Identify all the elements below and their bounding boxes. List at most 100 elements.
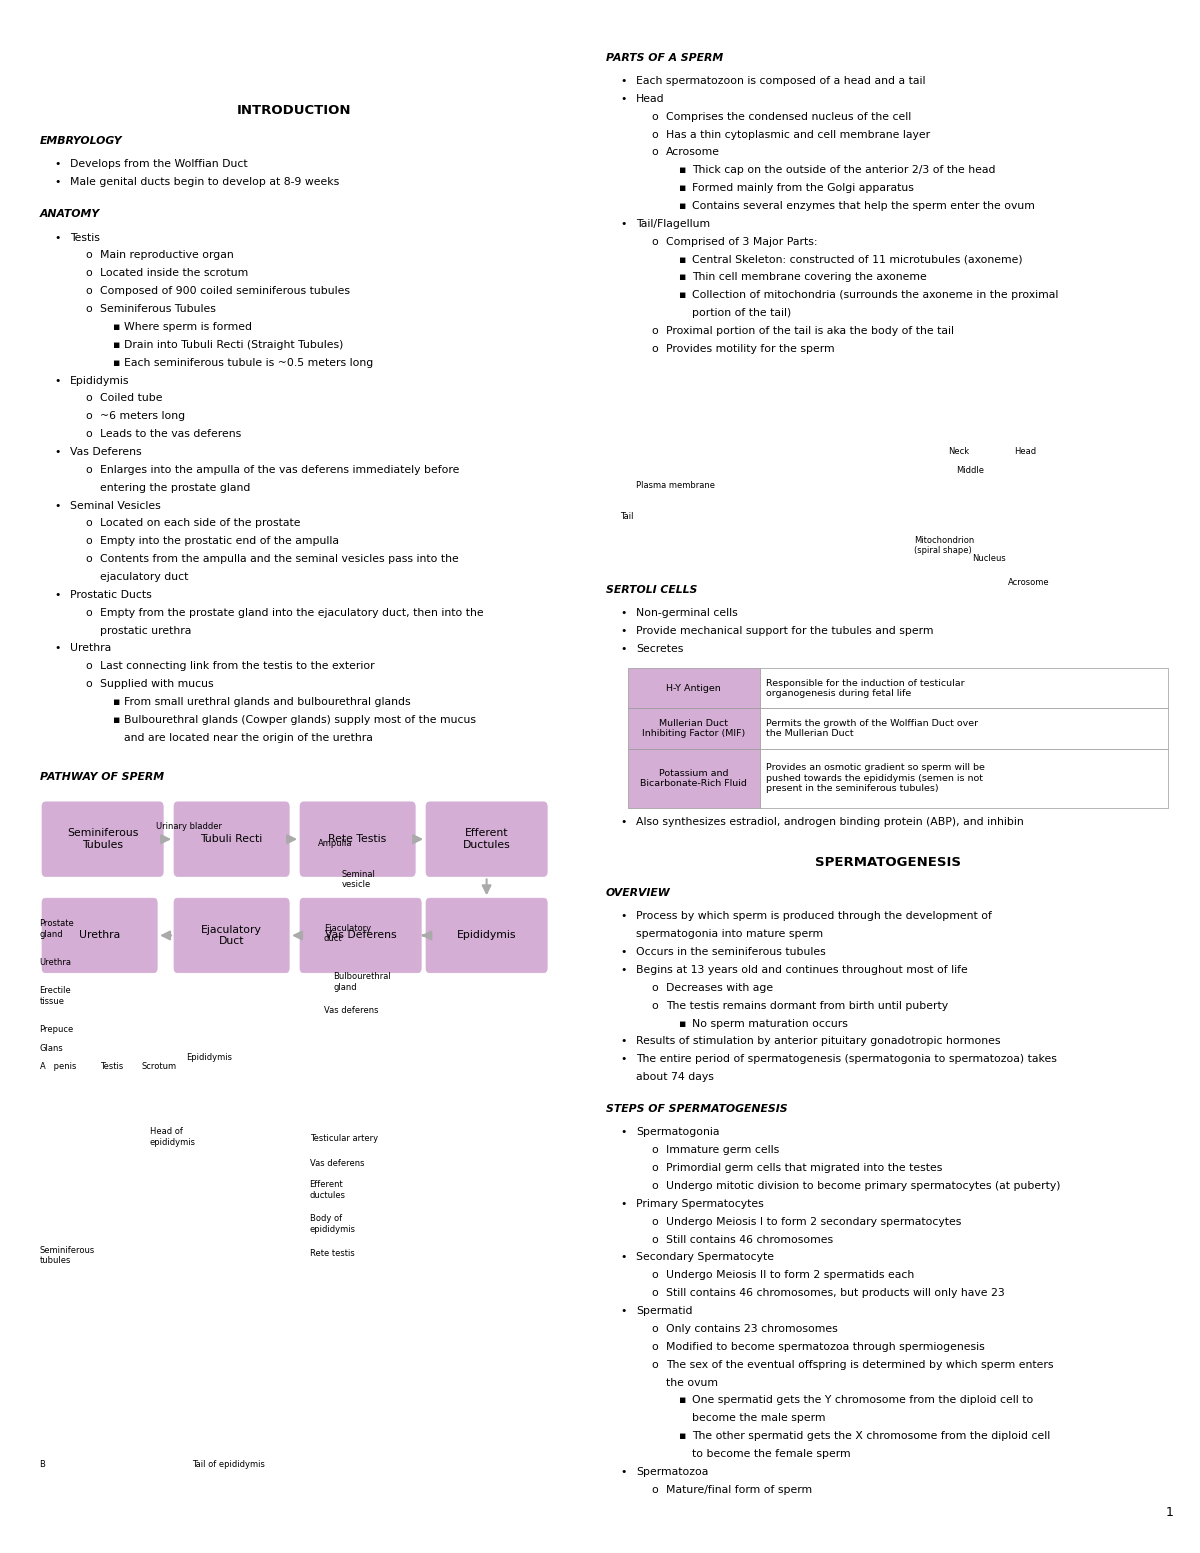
Text: •: • (620, 1199, 626, 1208)
Text: Seminiferous
Tubules: Seminiferous Tubules (67, 828, 138, 849)
Text: ▪: ▪ (678, 1019, 685, 1028)
Text: Still contains 46 chromosomes, but products will only have 23: Still contains 46 chromosomes, but produ… (666, 1287, 1004, 1298)
Text: o: o (85, 554, 92, 564)
Text: ▪: ▪ (678, 200, 685, 211)
Text: o: o (85, 412, 92, 421)
Text: Rete Testis: Rete Testis (329, 834, 386, 845)
Text: Head of
epididymis: Head of epididymis (150, 1127, 196, 1146)
Text: •: • (620, 219, 626, 228)
Text: Head: Head (1014, 447, 1036, 457)
Text: Mature/final form of sperm: Mature/final form of sperm (666, 1485, 812, 1494)
Text: Contains several enzymes that help the sperm enter the ovum: Contains several enzymes that help the s… (692, 200, 1036, 211)
Text: Undergo mitotic division to become primary spermatocytes (at puberty): Undergo mitotic division to become prima… (666, 1180, 1061, 1191)
Text: ~6 meters long: ~6 meters long (100, 412, 185, 421)
Text: A   penis: A penis (40, 1062, 76, 1072)
Text: ▪: ▪ (112, 340, 119, 349)
Text: The entire period of spermatogenesis (spermatogonia to spermatozoa) takes: The entire period of spermatogenesis (sp… (636, 1054, 1057, 1064)
FancyBboxPatch shape (42, 801, 163, 876)
Text: Undergo Meiosis II to form 2 spermatids each: Undergo Meiosis II to form 2 spermatids … (666, 1270, 914, 1280)
Text: Neck: Neck (948, 447, 970, 457)
Text: •: • (620, 964, 626, 975)
Text: Mullerian Duct
Inhibiting Factor (MIF): Mullerian Duct Inhibiting Factor (MIF) (642, 719, 745, 738)
Text: o: o (652, 1163, 659, 1173)
Text: Vas Deferens: Vas Deferens (70, 447, 142, 457)
Text: •: • (54, 160, 60, 169)
Text: Acrosome: Acrosome (666, 148, 720, 157)
Text: Potassium and
Bicarbonate-Rich Fluid: Potassium and Bicarbonate-Rich Fluid (640, 769, 748, 787)
Text: Urethra: Urethra (79, 930, 120, 941)
Text: Vas deferens: Vas deferens (310, 1159, 364, 1168)
Text: ▪: ▪ (678, 1430, 685, 1441)
Text: o: o (85, 464, 92, 475)
Text: Supplied with mucus: Supplied with mucus (100, 679, 214, 690)
FancyBboxPatch shape (300, 801, 415, 876)
Text: Glans: Glans (40, 1044, 64, 1053)
FancyBboxPatch shape (300, 898, 421, 972)
Text: Undergo Meiosis I to form 2 secondary spermatocytes: Undergo Meiosis I to form 2 secondary sp… (666, 1216, 961, 1227)
Text: o: o (652, 129, 659, 140)
Text: No sperm maturation occurs: No sperm maturation occurs (692, 1019, 848, 1028)
Text: •: • (54, 177, 60, 188)
Text: STEPS OF SPERMATOGENESIS: STEPS OF SPERMATOGENESIS (606, 1104, 787, 1114)
Text: Testicular artery: Testicular artery (310, 1134, 378, 1143)
Text: Efferent
Ductules: Efferent Ductules (463, 828, 510, 849)
Text: •: • (620, 1306, 626, 1315)
Text: ▪: ▪ (678, 255, 685, 264)
Text: o: o (652, 1000, 659, 1011)
FancyBboxPatch shape (628, 668, 760, 708)
Text: ▪: ▪ (678, 290, 685, 300)
Text: Located on each side of the prostate: Located on each side of the prostate (100, 519, 300, 528)
Text: o: o (652, 1359, 659, 1370)
Text: •: • (620, 644, 626, 654)
Text: Provide mechanical support for the tubules and sperm: Provide mechanical support for the tubul… (636, 626, 934, 637)
Text: ▪: ▪ (678, 1395, 685, 1405)
Text: Primary Spermatocytes: Primary Spermatocytes (636, 1199, 763, 1208)
Text: prostatic urethra: prostatic urethra (100, 626, 191, 635)
Text: Develops from the Wolffian Duct: Develops from the Wolffian Duct (70, 160, 247, 169)
Text: Where sperm is formed: Where sperm is formed (124, 321, 252, 332)
Text: Urethra: Urethra (40, 958, 72, 968)
Text: Only contains 23 chromosomes: Only contains 23 chromosomes (666, 1323, 838, 1334)
Text: Thin cell membrane covering the axoneme: Thin cell membrane covering the axoneme (692, 272, 928, 283)
Text: Modified to become spermatozoa through spermiogenesis: Modified to become spermatozoa through s… (666, 1342, 985, 1351)
Text: Empty from the prostate gland into the ejaculatory duct, then into the: Empty from the prostate gland into the e… (100, 607, 484, 618)
Text: Responsible for the induction of testicular
organogenesis during fetal life: Responsible for the induction of testicu… (766, 679, 965, 697)
Text: Non-germinal cells: Non-germinal cells (636, 609, 738, 618)
FancyBboxPatch shape (42, 898, 157, 972)
Text: o: o (85, 269, 92, 278)
Text: Head: Head (636, 93, 665, 104)
Text: o: o (85, 286, 92, 297)
Text: •: • (620, 1127, 626, 1137)
Text: ejaculatory duct: ejaculatory duct (100, 572, 188, 582)
Text: portion of the tail): portion of the tail) (692, 307, 792, 318)
FancyBboxPatch shape (174, 898, 289, 972)
Text: Middle: Middle (956, 466, 984, 475)
Text: o: o (85, 429, 92, 439)
Text: Nucleus: Nucleus (972, 554, 1006, 564)
Text: about 74 days: about 74 days (636, 1072, 714, 1082)
Text: o: o (85, 662, 92, 671)
Text: ▪: ▪ (678, 272, 685, 283)
Text: Acrosome: Acrosome (1008, 578, 1050, 587)
Text: Drain into Tubuli Recti (Straight Tubules): Drain into Tubuli Recti (Straight Tubule… (124, 340, 343, 349)
Text: Tail of epididymis: Tail of epididymis (192, 1460, 265, 1469)
Text: o: o (85, 519, 92, 528)
Text: Efferent
ductules: Efferent ductules (310, 1180, 346, 1199)
Text: Enlarges into the ampulla of the vas deferens immediately before: Enlarges into the ampulla of the vas def… (100, 464, 458, 475)
Text: Contents from the ampulla and the seminal vesicles pass into the: Contents from the ampulla and the semina… (100, 554, 458, 564)
Text: spermatogonia into mature sperm: spermatogonia into mature sperm (636, 929, 823, 940)
Text: Prostatic Ducts: Prostatic Ducts (70, 590, 151, 599)
Text: Also synthesizes estradiol, androgen binding protein (ABP), and inhibin: Also synthesizes estradiol, androgen bin… (636, 817, 1024, 826)
Text: The sex of the eventual offspring is determined by which sperm enters: The sex of the eventual offspring is det… (666, 1359, 1054, 1370)
Text: Erectile
tissue: Erectile tissue (40, 986, 71, 1005)
Text: ▪: ▪ (112, 357, 119, 368)
Text: H-Y Antigen: H-Y Antigen (666, 683, 721, 693)
Text: •: • (620, 1466, 626, 1477)
Text: ▪: ▪ (112, 714, 119, 725)
Text: Tail: Tail (620, 512, 634, 522)
Text: ANATOMY: ANATOMY (40, 210, 100, 219)
Text: o: o (85, 679, 92, 690)
Text: Male genital ducts begin to develop at 8-9 weeks: Male genital ducts begin to develop at 8… (70, 177, 338, 188)
Text: •: • (54, 233, 60, 242)
Text: o: o (85, 536, 92, 547)
